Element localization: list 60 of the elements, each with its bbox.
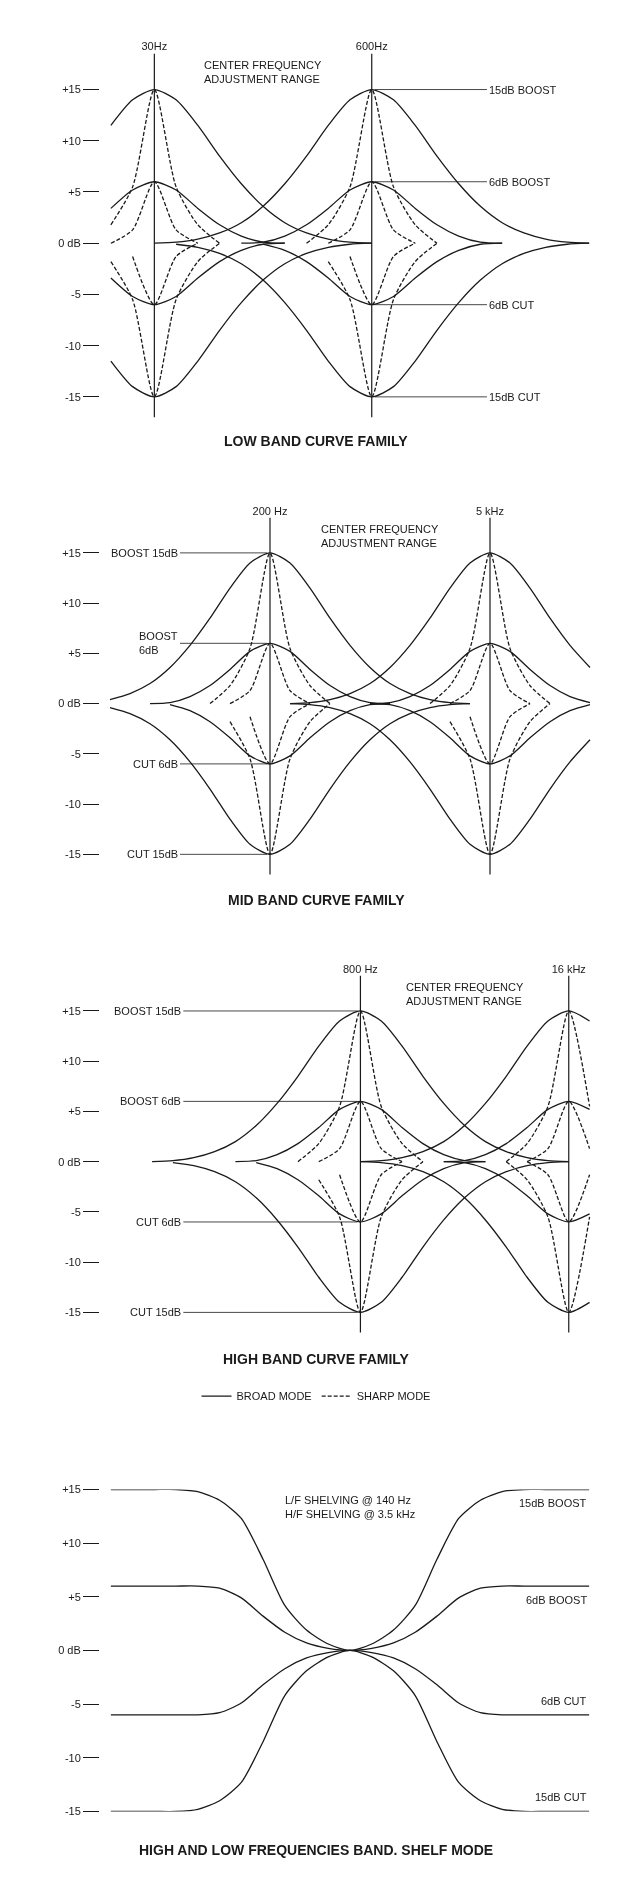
text: MID BAND CURVE FAMILY (228, 892, 406, 908)
annotation: 6dB BOOST (489, 176, 551, 188)
x-tick-label: 800 Hz (342, 962, 378, 975)
y-tick-label: -15 (64, 390, 81, 403)
y-tick-label: +15 (62, 1004, 81, 1017)
annotation: CUT 15dB (130, 1306, 182, 1318)
annotation: CENTER FREQUENCY ADJUSTMENT RANGE (204, 59, 323, 86)
y-tick-label: +10 (62, 1055, 81, 1068)
annotation: 15dB CUT (535, 1791, 587, 1803)
x-tick-label: 5 kHz (475, 504, 505, 517)
x-tick-label: 200 Hz (252, 504, 288, 517)
y-tick-label: +15 (62, 546, 81, 559)
x-tick-label: 30Hz (141, 40, 168, 53)
y-tick-label: +15 (62, 83, 81, 96)
y-tick-label: -5 (71, 747, 81, 760)
annotation: 6dB CUT (489, 299, 535, 311)
annotation: 6dB BOOST (526, 1594, 588, 1606)
annotation: CENTER FREQUENCY ADJUSTMENT RANGE (321, 523, 440, 550)
y-tick-label: -5 (71, 288, 81, 301)
annotation: CENTER FREQUENCY ADJUSTMENT RANGE (406, 981, 525, 1008)
y-tick-label: 0 dB (58, 237, 81, 250)
x-tick-label: 600Hz (355, 40, 388, 53)
y-tick-label: -10 (64, 1751, 81, 1764)
annotation: 15dB CUT (489, 391, 541, 403)
y-tick-label: -5 (71, 1205, 81, 1218)
annotation: 15dB BOOST (489, 84, 557, 96)
text: HIGH AND LOW FREQUENCIES BAND. SHELF MODE (139, 1842, 494, 1858)
y-tick-label: -15 (64, 848, 81, 861)
y-tick-label: -5 (71, 1697, 81, 1710)
y-tick-label: -15 (64, 1306, 81, 1319)
y-tick-label: -10 (64, 339, 81, 352)
legend-label: SHARP MODE (356, 1390, 431, 1403)
y-tick-label: -10 (64, 1256, 81, 1269)
y-tick-label: +10 (62, 134, 81, 147)
annotation: CUT 6dB (133, 758, 179, 770)
y-tick-label: -15 (64, 1805, 81, 1818)
annotation: 15dB BOOST (519, 1497, 587, 1509)
y-tick-label: 0 dB (58, 1155, 81, 1168)
y-tick-label: 0 dB (58, 1644, 81, 1657)
x-tick-label: 16 kHz (551, 962, 586, 975)
y-tick-label: +5 (68, 1105, 81, 1118)
annotation: BOOST 6dB (139, 630, 178, 657)
y-tick-label: -10 (64, 797, 81, 810)
y-tick-label: +10 (62, 596, 81, 609)
annotation: CUT 6dB (136, 1216, 182, 1228)
y-tick-label: +15 (62, 1483, 81, 1496)
annotation: BOOST 6dB (120, 1095, 181, 1107)
y-tick-label: +10 (62, 1537, 81, 1549)
annotation: L/F SHELVING @ 140 Hz H/F SHELVING @ 3.5 kHz (285, 1494, 416, 1521)
annotation: CUT 15dB (127, 848, 179, 860)
annotation: 6dB CUT (541, 1695, 587, 1707)
text: HIGH BAND CURVE FAMILY (223, 1351, 410, 1367)
annotation: BOOST 15dB (111, 547, 179, 559)
annotation: BOOST 15dB (114, 1005, 182, 1017)
text: LOW BAND CURVE FAMILY (224, 433, 409, 449)
y-tick-label: +5 (68, 185, 81, 198)
y-tick-label: +5 (68, 647, 81, 660)
legend-label: BROAD MODE (236, 1390, 312, 1403)
y-tick-label: +5 (68, 1590, 81, 1603)
y-tick-label: 0 dB (58, 697, 81, 710)
